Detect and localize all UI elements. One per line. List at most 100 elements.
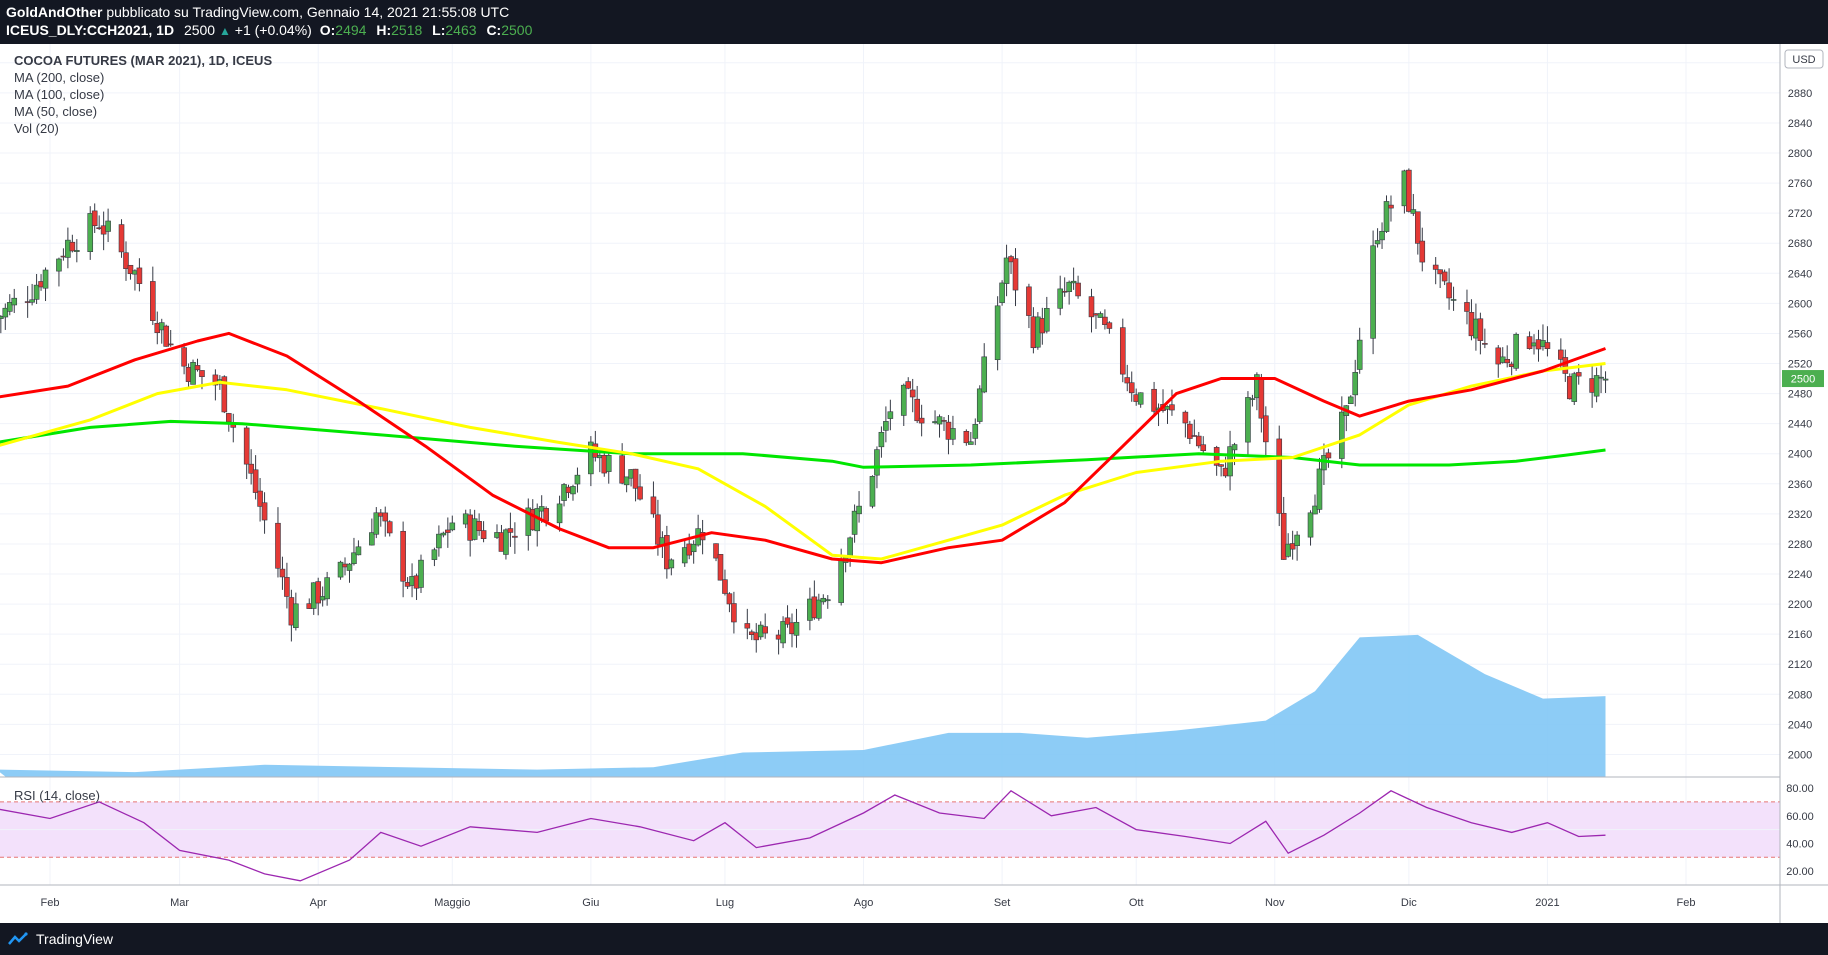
price-tick-label: 2680 <box>1788 238 1812 250</box>
price-tick-label: 2200 <box>1788 599 1812 611</box>
candle-body <box>42 269 49 289</box>
candle-body <box>1446 282 1452 299</box>
time-tick-label: Nov <box>1265 897 1285 909</box>
candle-body <box>512 535 518 538</box>
publisher-name[interactable]: GoldAndOther <box>6 4 103 20</box>
price-tick-label: 2440 <box>1788 419 1812 431</box>
last-price-badge: 2500 <box>1782 370 1824 388</box>
candle-body <box>1218 464 1224 467</box>
candle-body <box>1571 373 1578 402</box>
candle-body <box>418 559 424 588</box>
candle-body <box>1356 339 1363 370</box>
tradingview-logo[interactable]: TradingView <box>8 931 113 947</box>
candle-body <box>1294 534 1300 546</box>
candle-body <box>1124 377 1131 384</box>
candle-body <box>1602 378 1609 381</box>
symbol-line: ICEUS_DLY:CCH2021, 1D 2500 ▲ +1 (+0.04%)… <box>6 21 534 40</box>
candle-body <box>1066 281 1072 293</box>
candle-body <box>726 593 733 605</box>
candle-body <box>1128 382 1135 394</box>
candle-body <box>623 476 630 486</box>
candle-body <box>275 522 281 569</box>
chart-frame[interactable]: 2000 2040 2080 2120 2160 2200 2240 2280 2320 2360… <box>0 44 1828 923</box>
candle-body <box>543 508 549 522</box>
candle-body <box>690 543 697 553</box>
candle-body <box>400 530 406 582</box>
candle-body <box>918 417 925 424</box>
candle-body <box>1169 404 1175 411</box>
candle-body <box>878 431 885 448</box>
legend-ma50[interactable]: MA (50, close) <box>14 104 98 119</box>
chart-legend: COCOA FUTURES (MAR 2021), 1D, ICEUS MA (… <box>14 52 272 137</box>
candle-body <box>91 210 98 227</box>
last-price: 2500 <box>183 22 216 38</box>
legend-ma100[interactable]: MA (100, close) <box>14 87 105 102</box>
price-tick-label: 2840 <box>1788 118 1812 130</box>
price-tick-label: 2280 <box>1788 539 1812 551</box>
candle-body <box>1285 543 1291 557</box>
price-tick-label: 2360 <box>1788 479 1812 491</box>
candle-body <box>1043 308 1050 332</box>
candle-body <box>369 532 375 546</box>
candle-body <box>914 398 920 422</box>
low-value: 2463 <box>445 22 477 38</box>
price-axis: 2000 2040 2080 2120 2160 2200 2240 2280 2320 2360… <box>1788 58 1812 762</box>
last-price-tag: 2500 <box>1791 374 1815 386</box>
candle-body <box>650 496 657 515</box>
candle-body <box>123 252 129 270</box>
time-axis: Feb Mar Apr Maggio Giu Lug Ago Set Ott Nov Dic 2021… <box>41 897 1696 909</box>
candle-body <box>1316 468 1323 510</box>
legend-ma200[interactable]: MA (200, close) <box>14 70 105 85</box>
price-tick-label: 2400 <box>1788 449 1812 461</box>
candle-body <box>1245 397 1251 443</box>
candle-body <box>713 543 719 559</box>
rsi-tick-label: 60.00 <box>1786 811 1814 823</box>
candle-body <box>221 376 228 413</box>
candle-body <box>816 599 822 619</box>
open-label: O: <box>319 22 336 38</box>
publisher-line: GoldAndOther pubblicato su TradingView.c… <box>6 3 509 21</box>
chart-canvas[interactable]: 2000 2040 2080 2120 2160 2200 2240 2280 2320 2360… <box>0 44 1828 923</box>
rsi-legend[interactable]: RSI (14, close) <box>14 788 100 803</box>
candle-body <box>248 463 254 474</box>
candle-body <box>1231 444 1238 451</box>
candle-body <box>194 365 201 371</box>
candle-body <box>1441 271 1448 282</box>
candle-body <box>1200 444 1207 451</box>
candle-body <box>793 621 800 636</box>
candle-body <box>243 427 250 465</box>
price-tick-label: 2560 <box>1788 328 1812 340</box>
rsi-axis: 20.00 40.00 60.00 80.00 <box>1786 783 1814 878</box>
candle-body <box>6 302 13 312</box>
candle-body <box>655 514 661 545</box>
legend-title: COCOA FUTURES (MAR 2021), 1D, ICEUS <box>14 53 273 68</box>
candle-body <box>257 490 263 507</box>
candle-body <box>851 510 858 535</box>
candle-body <box>1151 388 1157 412</box>
candle-body <box>744 623 751 629</box>
candle-body <box>556 503 563 524</box>
moving-averages <box>0 331 1607 565</box>
candle-body <box>373 512 380 535</box>
candle-body <box>69 241 76 252</box>
candle-body <box>574 474 581 485</box>
candle-body <box>503 529 509 555</box>
candle-body <box>968 441 974 445</box>
close-label: C: <box>486 22 502 38</box>
candle-body <box>1102 316 1108 325</box>
candle-body <box>337 561 344 578</box>
candle-body <box>1057 288 1064 309</box>
candle-body <box>1562 357 1569 374</box>
candle-body <box>1450 299 1457 301</box>
candle-body <box>1119 327 1126 375</box>
candle-body <box>717 554 724 581</box>
high-value: 2518 <box>391 22 423 38</box>
candle-body <box>449 522 456 531</box>
candle-body <box>1097 313 1104 318</box>
candle-body <box>136 267 143 284</box>
candle-body <box>1477 318 1484 341</box>
legend-volume[interactable]: Vol (20) <box>14 121 59 136</box>
candle-body <box>74 250 80 252</box>
price-tick-label: 2720 <box>1788 208 1812 220</box>
candle-body <box>1003 257 1010 284</box>
